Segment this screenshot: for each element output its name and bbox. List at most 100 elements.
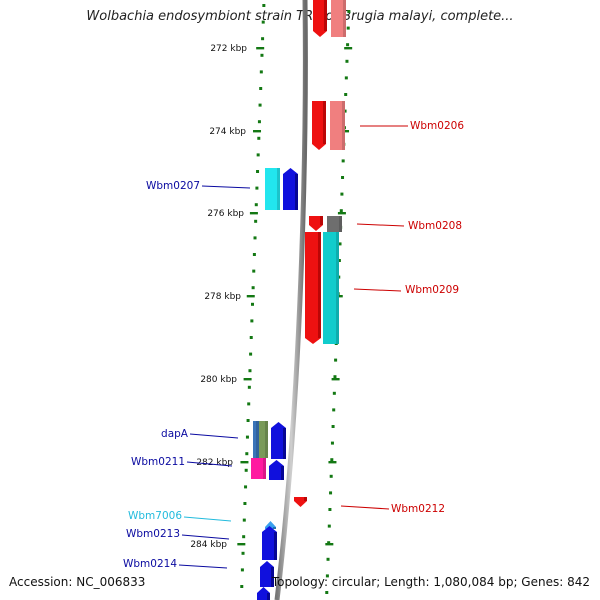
- gene-features[interactable]: [251, 0, 346, 600]
- cds-shape-wbm0211[interactable]: [251, 458, 266, 479]
- tick-dot: [330, 458, 334, 462]
- tick-dot: [248, 369, 252, 373]
- tick-dot: [243, 502, 247, 505]
- tick-dot: [258, 103, 262, 107]
- tick-dot: [261, 20, 265, 24]
- gene-shape-dapa[interactable]: [271, 422, 286, 459]
- cds-shape-dapa-a[interactable]: [253, 421, 259, 458]
- cds-shape-top[interactable]: [331, 0, 346, 37]
- tick-label: 274 kbp: [209, 127, 246, 137]
- label-wbm0213[interactable]: Wbm0213: [126, 528, 230, 540]
- tick-dot: [325, 591, 329, 594]
- gene-shape-wbm0208[interactable]: [309, 216, 323, 231]
- major-tick: [344, 47, 353, 50]
- tick-dot: [329, 474, 333, 478]
- gene-shape-bottom[interactable]: [257, 587, 270, 600]
- gene-shape-wbm0211[interactable]: [269, 460, 284, 480]
- major-tick: [328, 461, 337, 464]
- label-wbm0212[interactable]: Wbm0212: [340, 503, 445, 515]
- tick-label: 282 kbp: [196, 458, 233, 468]
- label-wbm0211[interactable]: Wbm0211: [131, 456, 233, 468]
- cds-shape-wbm0209[interactable]: [323, 232, 339, 344]
- major-tick: [246, 295, 255, 298]
- tick-dot: [249, 352, 253, 356]
- tick-dot: [242, 535, 246, 539]
- gene-labels[interactable]: Wbm0206 Wbm0208 Wbm0209 Wbm0212 Wbm0207 dapA W…: [123, 120, 464, 570]
- major-tick: [325, 543, 334, 546]
- tick-dot: [259, 70, 263, 74]
- tick-dot: [343, 109, 347, 113]
- cds-shape-dapa-b[interactable]: [259, 421, 268, 458]
- label-wbm0206[interactable]: Wbm0206: [360, 120, 464, 132]
- tick-dot: [341, 159, 345, 163]
- gene-shape-wbm7006[interactable]: [265, 521, 276, 529]
- tick-dot: [244, 468, 248, 472]
- tick-dot: [259, 87, 263, 90]
- tick-dot: [247, 402, 251, 406]
- tick-dot: [260, 53, 264, 57]
- tick-dot: [245, 452, 249, 456]
- topology-label: Topology: circular; Length: 1,080,084 bp…: [271, 575, 590, 589]
- svg-text:Wbm0209: Wbm0209: [405, 284, 459, 296]
- gene-shape-wbm0212[interactable]: [294, 497, 307, 507]
- tick-dot: [257, 136, 261, 140]
- tick-dot: [242, 518, 246, 522]
- gene-shape-wbm0214[interactable]: [260, 561, 274, 587]
- gene-shape-wbm0207[interactable]: [283, 168, 298, 210]
- tick-label: 278 kbp: [204, 292, 241, 302]
- tick-dot: [327, 541, 331, 545]
- svg-text:Wbm0214: Wbm0214: [123, 558, 177, 570]
- cds-shape-wbm0207[interactable]: [265, 168, 280, 210]
- label-wbm0209[interactable]: Wbm0209: [353, 284, 459, 296]
- major-tick: [331, 378, 340, 381]
- tick-dot: [346, 43, 350, 47]
- tick-dot: [252, 253, 256, 256]
- major-tick: [253, 130, 262, 133]
- tick-dot: [247, 385, 251, 389]
- tick-dot: [345, 59, 349, 63]
- tick-dot: [256, 153, 260, 157]
- svg-text:Wbm0211: Wbm0211: [131, 456, 185, 468]
- tick-dot: [339, 209, 343, 213]
- label-wbm0214[interactable]: Wbm0214: [123, 558, 228, 570]
- tick-dot: [340, 192, 344, 196]
- tick-dot: [244, 485, 248, 489]
- tick-dot: [254, 219, 258, 223]
- tick-dot: [332, 408, 336, 412]
- tick-dot: [241, 551, 245, 555]
- tick-dot: [255, 186, 259, 190]
- label-wbm0207[interactable]: Wbm0207: [146, 180, 251, 192]
- cds-shape-wbm0206[interactable]: [330, 101, 345, 150]
- tick-dot: [250, 302, 254, 306]
- label-wbm0208[interactable]: Wbm0208: [356, 220, 462, 232]
- major-tick: [243, 378, 252, 381]
- major-tick: [237, 543, 246, 546]
- gene-shape-wbm0206[interactable]: [312, 101, 326, 150]
- tick-dot: [326, 557, 330, 561]
- label-dapa[interactable]: dapA: [161, 428, 239, 440]
- label-wbm7006[interactable]: Wbm7006: [128, 510, 232, 522]
- tick-dot: [329, 491, 333, 495]
- tick-dot: [251, 286, 255, 290]
- tick-dot: [245, 435, 249, 439]
- major-tick: [341, 130, 350, 133]
- cds-shape-wbm0208[interactable]: [327, 216, 342, 232]
- tick-dot: [347, 10, 351, 13]
- svg-text:Wbm0206: Wbm0206: [410, 120, 464, 132]
- major-tick: [337, 212, 346, 215]
- gene-shape-wbm0209[interactable]: [305, 232, 321, 344]
- genome-title: Wolbachia endosymbiont strain TRS of Bru…: [86, 9, 514, 24]
- genome-backbone: [274, 0, 308, 600]
- tick-dot: [344, 93, 348, 96]
- gene-shape-top-reverse[interactable]: [313, 0, 327, 37]
- svg-text:Wbm0208: Wbm0208: [408, 220, 462, 232]
- gene-shape-wbm0213[interactable]: [262, 526, 277, 560]
- svg-text:Wbm7006: Wbm7006: [128, 510, 182, 522]
- svg-text:Wbm0212: Wbm0212: [391, 503, 445, 515]
- tick-dot: [256, 170, 260, 173]
- tick-dot: [262, 4, 266, 7]
- tick-dot: [253, 236, 257, 240]
- tick-dot: [338, 242, 342, 246]
- tick-dot: [331, 425, 335, 428]
